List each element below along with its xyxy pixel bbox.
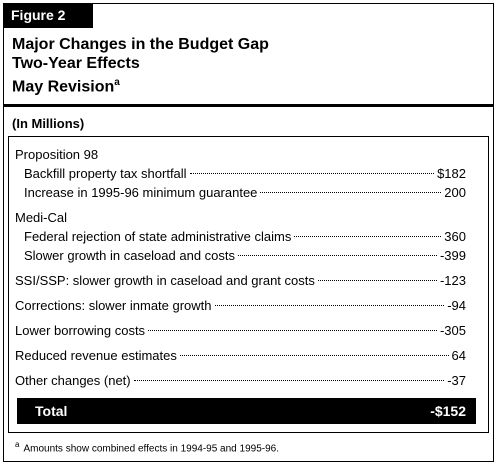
row: Other changes (net) -37: [15, 371, 466, 390]
table-body: Proposition 98 Backfill property tax shor…: [15, 145, 466, 396]
row: Corrections: slower inmate growth -94: [15, 296, 466, 315]
section: SSI/SSP: slower growth in caseload and g…: [15, 271, 466, 290]
section: Proposition 98 Backfill property tax shor…: [15, 145, 466, 202]
section: Lower borrowing costs -305: [15, 321, 466, 340]
row-label: Backfill property tax shortfall: [24, 166, 187, 181]
footnote-marker: a: [15, 440, 20, 449]
row-value: -123: [439, 273, 466, 288]
section: Corrections: slower inmate growth -94: [15, 296, 466, 315]
row-label: Slower growth in caseload and costs: [24, 248, 236, 263]
title-line: May Revisiona: [12, 73, 269, 96]
row: Increase in 1995-96 minimum guarantee 200: [15, 183, 466, 202]
row: Slower growth in caseload and costs -399: [15, 246, 466, 265]
row-label: Federal rejection of state administrativ…: [24, 229, 292, 244]
leader: [214, 305, 445, 306]
row: Backfill property tax shortfall $182: [15, 164, 466, 183]
leader: [238, 255, 437, 256]
leader: [317, 280, 437, 281]
title-line: Two-Year Effects: [12, 55, 140, 72]
units: (In Millions): [12, 116, 85, 131]
total-label: Total: [35, 403, 68, 419]
row-value: 64: [451, 348, 466, 363]
row-label: Reduced revenue estimates: [15, 348, 177, 363]
title-note: a: [114, 77, 120, 88]
title: Major Changes in the Budget Gap Two-Year…: [12, 35, 269, 96]
row-label: Corrections: slower inmate growth: [15, 298, 212, 313]
title-line: Major Changes in the Budget Gap: [12, 36, 269, 53]
row: Reduced revenue estimates 64: [15, 346, 466, 365]
section: Medi-Cal Federal rejection of state admin…: [15, 208, 466, 265]
total-row: Total -$152: [17, 398, 476, 424]
table-frame: [8, 136, 489, 433]
frame: [3, 3, 494, 462]
row-label: SSI/SSP: slower growth in caseload and g…: [15, 273, 315, 288]
row: Lower borrowing costs -305: [15, 321, 466, 340]
section: Other changes (net) -37: [15, 371, 466, 390]
row-value: -399: [439, 248, 466, 263]
heading-text: Medi-Cal: [15, 210, 68, 225]
row-value: 360: [444, 229, 466, 244]
row: SSI/SSP: slower growth in caseload and g…: [15, 271, 466, 290]
title-text: May Revision: [12, 78, 115, 96]
section: Reduced revenue estimates 64: [15, 346, 466, 365]
row-value: 200: [444, 185, 466, 200]
leader: [294, 236, 442, 237]
total-value: -$152: [430, 403, 466, 419]
figure-label: Figure 2: [3, 3, 93, 28]
row-value: -305: [439, 323, 466, 338]
section-heading: Proposition 98: [15, 145, 466, 164]
leader: [148, 330, 437, 331]
row-value: -37: [447, 373, 466, 388]
footnote: a Amounts show combined effects in 1994-9…: [15, 440, 279, 454]
leader: [189, 173, 435, 174]
row-label: Lower borrowing costs: [15, 323, 146, 338]
row-value: $182: [437, 166, 466, 181]
footnote-text: Amounts show combined effects in 1994-95…: [23, 443, 279, 455]
row: Federal rejection of state administrativ…: [15, 227, 466, 246]
rule: [3, 104, 494, 107]
leader: [179, 355, 449, 356]
row-value: -94: [447, 298, 466, 313]
leader: [260, 192, 442, 193]
heading-text: Proposition 98: [15, 147, 99, 162]
leader: [133, 380, 445, 381]
section-heading: Medi-Cal: [15, 208, 466, 227]
row-label: Increase in 1995-96 minimum guarantee: [24, 185, 258, 200]
row-label: Other changes (net): [15, 373, 131, 388]
